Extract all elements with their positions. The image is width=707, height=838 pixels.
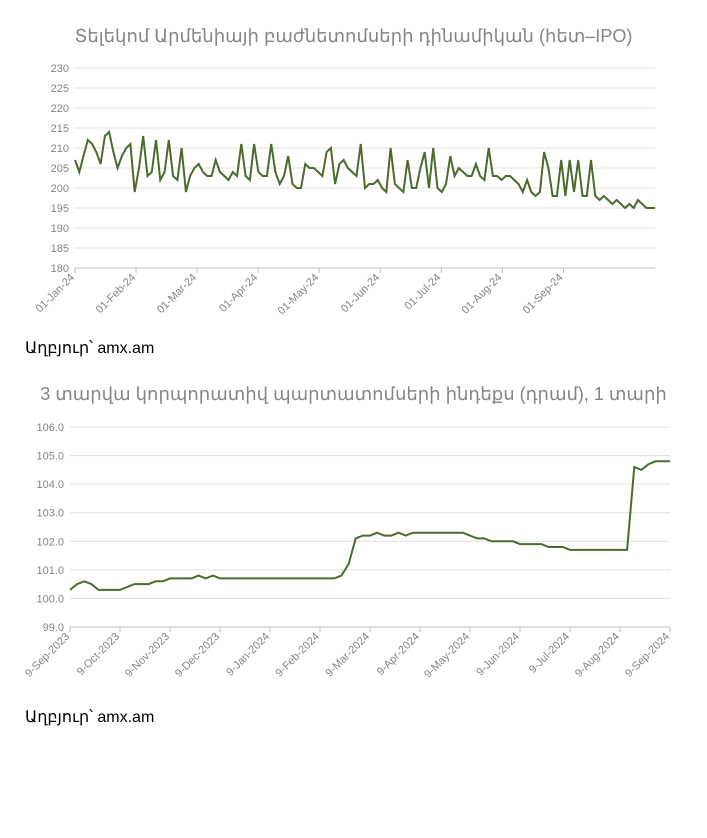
- svg-text:104.0: 104.0: [36, 479, 64, 491]
- svg-text:01-Aug-24: 01-Aug-24: [460, 272, 505, 317]
- svg-text:9-Apr-2024: 9-Apr-2024: [375, 630, 422, 677]
- svg-text:9-May-2024: 9-May-2024: [422, 630, 472, 680]
- chart-2-area: 99.0100.0101.0102.0103.0104.0105.0106.09…: [20, 417, 687, 697]
- chart-1-area: 18018519019520020521021522022523001-Jan-…: [20, 58, 687, 328]
- chart-2-title: 3 տարվա կորպորատիվ պարտատոմսերի ինդեքս (…: [20, 383, 687, 406]
- svg-text:01-Jun-24: 01-Jun-24: [339, 272, 383, 316]
- svg-text:105.0: 105.0: [36, 450, 64, 462]
- svg-text:230: 230: [51, 63, 69, 75]
- svg-text:9-Sep-2023: 9-Sep-2023: [23, 630, 72, 679]
- svg-text:9-Jan-2024: 9-Jan-2024: [224, 630, 272, 678]
- chart-2-svg: 99.0100.0101.0102.0103.0104.0105.0106.09…: [20, 417, 690, 697]
- svg-text:200: 200: [51, 183, 69, 195]
- svg-text:190: 190: [51, 223, 69, 235]
- chart-1-svg: 18018519019520020521021522022523001-Jan-…: [20, 58, 675, 328]
- svg-text:195: 195: [51, 203, 69, 215]
- svg-text:9-Sep-2024: 9-Sep-2024: [623, 630, 672, 679]
- svg-text:185: 185: [51, 243, 69, 255]
- svg-text:01-Jul-24: 01-Jul-24: [403, 272, 444, 313]
- svg-text:205: 205: [51, 163, 69, 175]
- svg-text:01-May-24: 01-May-24: [276, 272, 322, 318]
- svg-text:102.0: 102.0: [36, 536, 64, 548]
- svg-text:9-Mar-2024: 9-Mar-2024: [323, 630, 372, 679]
- svg-text:01-Jan-24: 01-Jan-24: [34, 272, 78, 316]
- svg-text:225: 225: [51, 83, 69, 95]
- svg-text:100.0: 100.0: [36, 593, 64, 605]
- svg-text:9-Nov-2023: 9-Nov-2023: [123, 630, 172, 679]
- svg-text:01-Feb-24: 01-Feb-24: [94, 272, 138, 316]
- svg-text:103.0: 103.0: [36, 507, 64, 519]
- svg-text:01-Mar-24: 01-Mar-24: [155, 272, 199, 316]
- svg-text:9-Aug-2024: 9-Aug-2024: [573, 630, 622, 679]
- chart-2-source: Աղբյուր՝ amx.am: [25, 707, 687, 727]
- chart-2: 3 տարվա կորպորատիվ պարտատոմսերի ինդեքս (…: [20, 383, 687, 696]
- svg-text:101.0: 101.0: [36, 565, 64, 577]
- svg-text:9-Jul-2024: 9-Jul-2024: [527, 630, 572, 675]
- svg-text:9-Oct-2023: 9-Oct-2023: [75, 630, 122, 677]
- svg-text:01-Sep-24: 01-Sep-24: [521, 272, 566, 317]
- svg-text:9-Jun-2024: 9-Jun-2024: [474, 630, 522, 678]
- svg-text:9-Dec-2023: 9-Dec-2023: [173, 630, 222, 679]
- svg-text:9-Feb-2024: 9-Feb-2024: [273, 630, 322, 679]
- svg-text:215: 215: [51, 123, 69, 135]
- chart-1-source: Աղբյուր՝ amx.am: [25, 338, 687, 358]
- svg-text:220: 220: [51, 103, 69, 115]
- svg-text:106.0: 106.0: [36, 422, 64, 434]
- chart-1-title: Տելեկոմ Արմենիայի բաժնետոմսերի դինամիկան…: [20, 25, 687, 48]
- svg-text:210: 210: [51, 143, 69, 155]
- svg-text:01-Apr-24: 01-Apr-24: [217, 272, 260, 315]
- chart-1: Տելեկոմ Արմենիայի բաժնետոմսերի դինամիկան…: [20, 25, 687, 328]
